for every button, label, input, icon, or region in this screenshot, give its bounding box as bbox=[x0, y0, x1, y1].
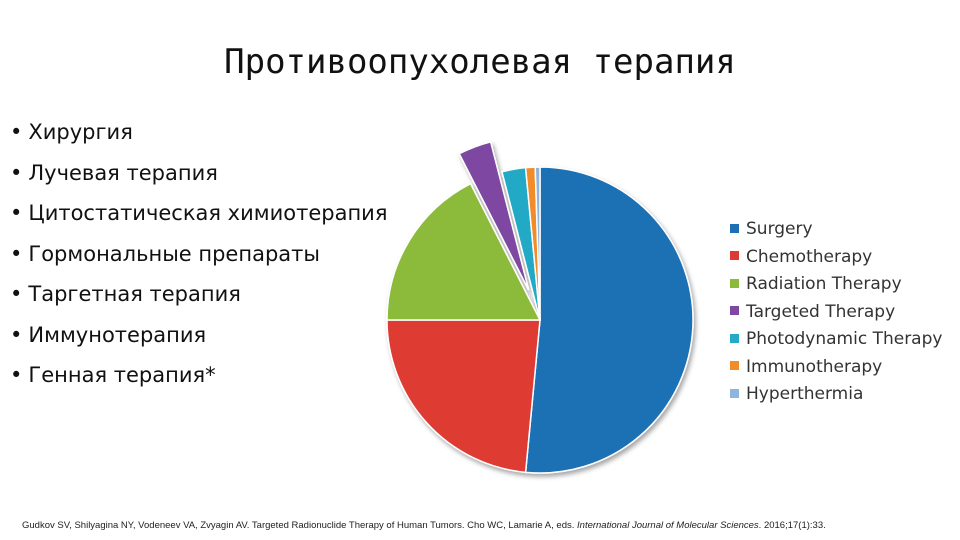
legend-item-targeted-therapy: Targeted Therapy bbox=[730, 299, 942, 327]
pie-chart bbox=[386, 140, 694, 474]
citation-details: . 2016;17(1):33. bbox=[758, 520, 826, 531]
pie-slice-hyperthermia bbox=[534, 166, 541, 321]
pie-slice-chemotherapy bbox=[386, 319, 541, 474]
legend-label: Surgery bbox=[746, 219, 813, 239]
legend-item-surgery: Surgery bbox=[730, 216, 942, 244]
bullet-item: Цитостатическая химиотерапия bbox=[10, 193, 387, 234]
bullet-item: Генная терапия* bbox=[10, 355, 387, 396]
legend-swatch bbox=[730, 361, 739, 370]
citation-authors: Gudkov SV, Shilyagina NY, Vodeneev VA, Z… bbox=[22, 520, 578, 531]
legend-swatch bbox=[730, 306, 739, 315]
legend-swatch bbox=[730, 278, 739, 288]
legend-swatch bbox=[730, 251, 739, 260]
legend-item-radiation-therapy: Radiation Therapy bbox=[730, 271, 942, 299]
legend-item-chemotherapy: Chemotherapy bbox=[730, 244, 942, 272]
legend-label: Chemotherapy bbox=[746, 246, 873, 267]
bullet-list: Хирургия Лучевая терапия Цитостатическая… bbox=[10, 112, 387, 396]
legend-item-immunotherapy: Immunotherapy bbox=[730, 354, 942, 382]
pie-slices bbox=[386, 140, 694, 474]
legend-label: Radiation Therapy bbox=[746, 274, 902, 294]
legend-label: Hyperthermia bbox=[746, 384, 864, 404]
bullet-item: Лучевая терапия bbox=[10, 153, 387, 194]
legend-swatch bbox=[730, 333, 739, 343]
legend-label: Photodynamic Therapy bbox=[746, 329, 943, 349]
pie-slice-radiation-therapy bbox=[386, 182, 542, 321]
pie-slice-surgery bbox=[524, 166, 694, 474]
bullet-item: Иммунотерапия bbox=[10, 315, 387, 356]
slide-title: Противоопухолевая терапия bbox=[224, 42, 736, 82]
legend-item-photodynamic-therapy: Photodynamic Therapy bbox=[730, 326, 942, 354]
chart-legend: Surgery Chemotherapy Radiation Therapy Targ… bbox=[730, 216, 942, 409]
bullet-item: Хирургия bbox=[10, 112, 387, 153]
legend-swatch bbox=[730, 388, 739, 398]
legend-item-hyperthermia: Hyperthermia bbox=[730, 381, 942, 409]
legend-label: Targeted Therapy bbox=[746, 301, 896, 322]
citation: Gudkov SV, Shilyagina NY, Vodeneev VA, Z… bbox=[22, 520, 826, 531]
bullet-item: Гормональные препараты bbox=[10, 234, 387, 275]
legend-label: Immunotherapy bbox=[746, 356, 883, 377]
legend-swatch bbox=[730, 223, 739, 233]
citation-journal: International Journal of Molecular Scien… bbox=[577, 520, 759, 531]
bullet-item: Таргетная терапия bbox=[10, 274, 387, 315]
pie-slice-targeted-therapy bbox=[458, 140, 530, 291]
